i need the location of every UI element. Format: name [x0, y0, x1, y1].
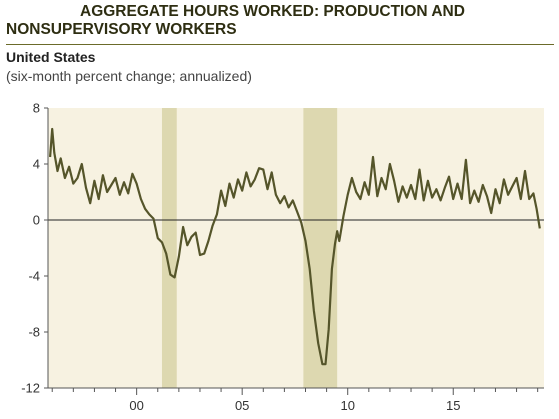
- x-tick-label-05: 05: [235, 398, 249, 413]
- title-divider: [6, 44, 554, 45]
- y-tick-label-4: 4: [33, 157, 40, 172]
- x-tick-label-00: 00: [129, 398, 143, 413]
- x-tick-label-15: 15: [446, 398, 460, 413]
- chart-title-line-1: AGGREGATE HOURS WORKED: PRODUCTION AND: [80, 3, 465, 20]
- recession-band-1: [161, 108, 177, 388]
- series-line-1: [49, 127, 541, 366]
- y-tick-label--12: -12: [21, 381, 40, 396]
- chart-title: AGGREGATE HOURS WORKED: PRODUCTION AND N…: [6, 3, 546, 39]
- x-tick-label-10: 10: [340, 398, 354, 413]
- recession-band-2: [303, 108, 338, 388]
- y-tick-label--8: -8: [28, 325, 40, 340]
- y-tick-label-0: 0: [33, 213, 40, 228]
- plot-area: [48, 108, 544, 388]
- chart-title-line-2: NONSUPERVISORY WORKERS: [6, 21, 237, 38]
- y-tick-label--4: -4: [28, 269, 40, 284]
- chart-units: (six-month percent change; annualized): [6, 68, 252, 84]
- chart-subtitle: United States: [6, 49, 96, 65]
- y-tick-label-8: 8: [33, 101, 40, 116]
